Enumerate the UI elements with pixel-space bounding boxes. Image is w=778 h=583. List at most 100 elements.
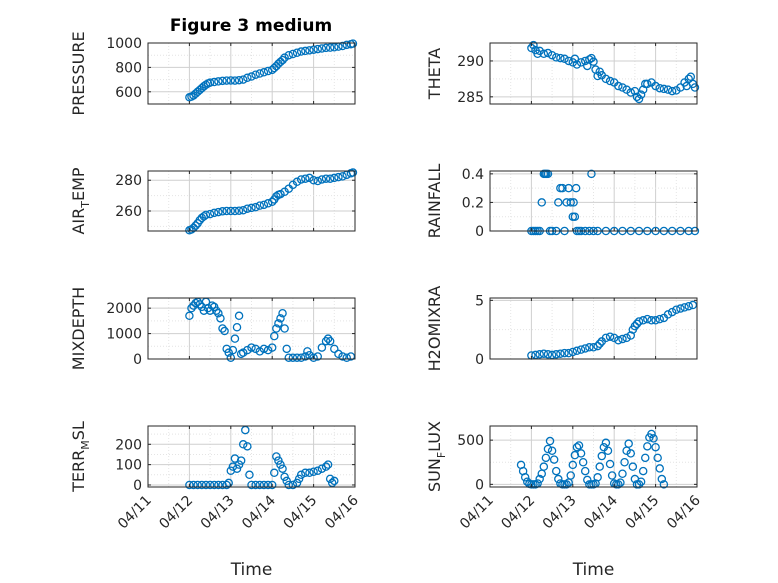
data-point	[572, 442, 582, 452]
data-point	[201, 210, 211, 220]
data-point	[564, 348, 573, 358]
data-point	[214, 77, 223, 86]
data-point	[214, 480, 223, 490]
data-point	[554, 198, 563, 207]
data-point	[672, 305, 681, 314]
data-point	[259, 480, 269, 490]
data-point	[597, 451, 607, 461]
data-point	[520, 473, 530, 482]
data-point	[288, 49, 298, 59]
data-point	[296, 353, 306, 362]
axes-box	[489, 170, 698, 232]
y-tick-label: 0	[475, 477, 484, 493]
axes-box	[147, 425, 356, 488]
series-terr-msl	[185, 425, 339, 490]
data-point	[578, 457, 588, 467]
data-point	[226, 206, 236, 216]
data-point	[330, 476, 339, 486]
y-tick-label: 1000	[106, 327, 142, 343]
data-point	[313, 44, 322, 54]
series-mixdepth	[185, 297, 356, 362]
data-point	[251, 480, 260, 490]
data-point	[653, 453, 662, 463]
y-tick-label: 290	[457, 54, 484, 70]
data-point	[222, 206, 231, 216]
data-point	[247, 480, 256, 490]
axes-box	[147, 42, 356, 105]
data-point	[603, 446, 613, 456]
data-point	[243, 73, 252, 83]
data-point	[605, 459, 615, 469]
data-point	[529, 40, 538, 50]
data-point	[632, 319, 642, 329]
data-point	[212, 306, 221, 315]
data-point	[649, 434, 658, 443]
data-point	[243, 204, 252, 213]
data-point	[209, 77, 219, 87]
data-point	[541, 453, 551, 463]
data-point	[330, 43, 339, 52]
data-point	[325, 174, 335, 183]
data-point	[568, 460, 578, 470]
data-point	[232, 322, 242, 332]
data-point	[234, 206, 244, 215]
data-point	[616, 478, 625, 487]
data-point	[189, 223, 198, 233]
data-point	[309, 175, 318, 185]
data-point	[622, 333, 631, 343]
data-point	[643, 79, 652, 89]
data-point	[245, 470, 254, 480]
data-point	[243, 345, 252, 355]
data-point	[255, 347, 265, 356]
data-point	[667, 307, 677, 317]
data-point	[205, 480, 215, 490]
data-point	[614, 480, 623, 489]
data-point	[580, 344, 590, 353]
data-point	[618, 469, 627, 478]
data-point	[292, 177, 302, 187]
data-point	[276, 314, 285, 323]
data-point	[292, 353, 302, 362]
data-point	[296, 470, 306, 480]
data-point	[313, 352, 322, 361]
y-tick-label: 5	[475, 293, 484, 309]
y-tick-label: 800	[115, 60, 142, 76]
data-point	[216, 314, 225, 323]
data-point	[342, 353, 351, 362]
data-point	[309, 467, 318, 476]
data-point	[676, 83, 685, 92]
data-point	[323, 334, 333, 343]
y-tick-label: 600	[115, 85, 142, 101]
data-point	[238, 348, 248, 357]
data-point	[338, 41, 347, 51]
subplot-theta: 285 290 THETA	[425, 40, 700, 106]
data-point	[251, 70, 260, 79]
data-point	[638, 85, 648, 94]
data-point	[255, 480, 265, 490]
axes-box	[147, 297, 356, 360]
data-point	[317, 343, 327, 352]
data-point	[676, 304, 685, 313]
data-point	[643, 442, 652, 451]
data-point	[684, 301, 693, 311]
data-point	[547, 350, 557, 360]
y-axis-label: TERRMSL	[69, 421, 92, 493]
data-point	[301, 174, 310, 183]
data-point	[278, 464, 287, 473]
data-point	[338, 172, 347, 181]
y-axis-label: AIRTEMP	[69, 167, 92, 234]
data-point	[218, 207, 227, 216]
data-point	[614, 81, 623, 91]
data-point	[272, 324, 281, 333]
data-point	[601, 333, 611, 343]
y-tick-label: 2000	[106, 301, 142, 317]
data-point	[274, 319, 283, 328]
data-point	[547, 446, 557, 456]
data-point	[535, 350, 544, 359]
data-point	[284, 480, 294, 490]
data-point	[651, 442, 660, 452]
data-point	[626, 331, 636, 340]
data-point	[601, 74, 611, 84]
data-point	[576, 58, 586, 67]
